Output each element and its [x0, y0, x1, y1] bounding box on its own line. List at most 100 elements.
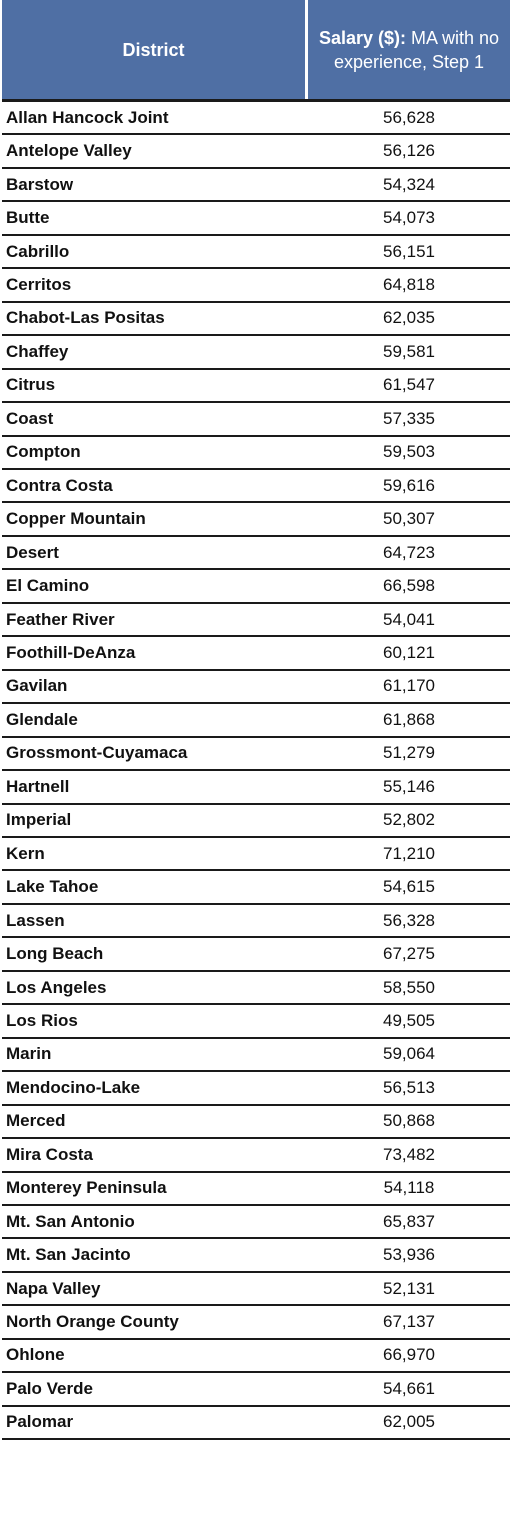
district-cell: Contra Costa: [6, 475, 113, 495]
district-cell: North Orange County: [6, 1312, 179, 1332]
salary-cell: 54,041: [383, 609, 435, 629]
table-row: Citrus 61,547: [2, 370, 510, 404]
salary-cell: 66,970: [383, 1345, 435, 1365]
table-row: Kern 71,210: [2, 838, 510, 872]
district-header-label: District: [122, 39, 185, 60]
district-cell: Butte: [6, 208, 50, 228]
district-cell: Imperial: [6, 810, 72, 830]
district-cell: Glendale: [6, 709, 78, 729]
salary-cell: 58,550: [383, 977, 435, 997]
table-row: Palo Verde 54,661: [2, 1373, 510, 1407]
district-cell: Mt. San Jacinto: [6, 1245, 131, 1265]
table-row: Antelope Valley 56,126: [2, 135, 510, 169]
table-row: Palomar 62,005: [2, 1407, 510, 1441]
salary-cell: 56,328: [383, 910, 435, 930]
district-cell: Ohlone: [6, 1345, 65, 1365]
salary-column-header: Salary ($): MA with no experience, Step …: [308, 0, 510, 99]
table-row: Mendocino-Lake 56,513: [2, 1072, 510, 1106]
table-row: Merced 50,868: [2, 1106, 510, 1140]
district-cell: Gavilan: [6, 676, 68, 696]
salary-table: District Salary ($): MA with no experien…: [2, 0, 510, 1441]
table-row: Imperial 52,802: [2, 805, 510, 838]
salary-cell: 66,598: [383, 576, 435, 596]
salary-cell: 61,547: [383, 375, 435, 395]
district-cell: Desert: [6, 542, 59, 562]
district-cell: Copper Mountain: [6, 509, 146, 529]
salary-cell: 56,151: [383, 241, 435, 261]
salary-cell: 67,137: [383, 1312, 435, 1332]
district-cell: Barstow: [6, 174, 74, 194]
table-row: Allan Hancock Joint 56,628: [2, 102, 510, 136]
table-row: Long Beach 67,275: [2, 938, 510, 972]
salary-cell: 54,661: [383, 1378, 435, 1398]
table-row: Desert 64,723: [2, 537, 510, 571]
table-body: Allan Hancock Joint 56,628 Antelope Valley…: [2, 102, 510, 1441]
table-row: Butte 54,073: [2, 202, 510, 236]
district-cell: Chabot-Las Positas: [6, 308, 165, 328]
table-row: El Camino 66,598: [2, 570, 510, 604]
table-row: Compton 59,503: [2, 437, 510, 470]
district-cell: Compton: [6, 442, 81, 462]
table-row: Hartnell 55,146: [2, 771, 510, 805]
table-row: Feather River 54,041: [2, 604, 510, 638]
salary-header-label: Salary ($): MA with no experience, Step …: [312, 26, 506, 74]
district-cell: Hartnell: [6, 776, 70, 796]
district-cell: Grossmont-Cuyamaca: [6, 743, 188, 763]
table-row: Chabot-Las Positas 62,035: [2, 303, 510, 337]
salary-cell: 62,005: [383, 1412, 435, 1432]
table-header: District Salary ($): MA with no experien…: [2, 0, 510, 102]
district-cell: Palomar: [6, 1412, 74, 1432]
district-cell: Feather River: [6, 609, 115, 629]
salary-cell: 51,279: [383, 743, 435, 763]
table-row: Napa Valley 52,131: [2, 1273, 510, 1307]
district-cell: Mira Costa: [6, 1144, 93, 1164]
table-row: Marin 59,064: [2, 1039, 510, 1073]
district-cell: Los Angeles: [6, 977, 107, 997]
table-row: Los Rios 49,505: [2, 1005, 510, 1039]
salary-header-bold: Salary ($):: [318, 27, 406, 48]
district-cell: Napa Valley: [6, 1278, 101, 1298]
salary-cell: 56,628: [383, 107, 435, 127]
district-cell: Monterey Peninsula: [6, 1178, 167, 1198]
table-row: Ohlone 66,970: [2, 1340, 510, 1374]
table-row: Lassen 56,328: [2, 905, 510, 939]
table-row: Grossmont-Cuyamaca 51,279: [2, 738, 510, 772]
district-cell: Foothill-DeAnza: [6, 642, 136, 662]
district-cell: Long Beach: [6, 944, 104, 964]
salary-cell: 59,503: [383, 442, 435, 462]
salary-cell: 57,335: [383, 408, 435, 428]
table-row: Los Angeles 58,550: [2, 972, 510, 1006]
table-row: Foothill-DeAnza 60,121: [2, 637, 510, 671]
salary-cell: 67,275: [383, 944, 435, 964]
salary-cell: 65,837: [383, 1211, 435, 1231]
salary-cell: 52,802: [383, 810, 435, 830]
district-cell: Palo Verde: [6, 1378, 93, 1398]
table-row: Chaffey 59,581: [2, 336, 510, 370]
salary-cell: 53,936: [383, 1245, 435, 1265]
salary-cell: 55,146: [383, 776, 435, 796]
district-cell: Lassen: [6, 910, 65, 930]
salary-cell: 61,868: [383, 709, 435, 729]
salary-cell: 52,131: [383, 1278, 435, 1298]
salary-header-rest: MA with no experience, Step 1: [333, 27, 500, 72]
salary-cell: 54,118: [383, 1178, 435, 1198]
salary-cell: 60,121: [383, 642, 435, 662]
table-row: Barstow 54,324: [2, 169, 510, 203]
salary-cell: 50,307: [383, 509, 435, 529]
salary-cell: 59,616: [383, 475, 435, 495]
district-column-header: District: [2, 0, 308, 99]
salary-cell: 61,170: [383, 676, 435, 696]
district-cell: Mendocino-Lake: [6, 1077, 141, 1097]
table-row: Cerritos 64,818: [2, 269, 510, 303]
salary-cell: 73,482: [383, 1144, 435, 1164]
district-cell: Kern: [6, 843, 45, 863]
salary-cell: 54,324: [383, 174, 435, 194]
table-row: Mira Costa 73,482: [2, 1139, 510, 1173]
salary-cell: 49,505: [383, 1010, 435, 1030]
salary-cell: 59,064: [383, 1044, 435, 1064]
district-cell: Merced: [6, 1111, 66, 1131]
salary-cell: 54,073: [383, 208, 435, 228]
district-cell: Lake Tahoe: [6, 877, 99, 897]
district-cell: Citrus: [6, 375, 56, 395]
salary-cell: 56,126: [383, 141, 435, 161]
